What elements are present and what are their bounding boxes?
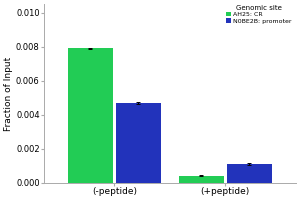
Legend: AH25: CR, N0BE2B: promoter: AH25: CR, N0BE2B: promoter [225, 4, 293, 25]
Y-axis label: Fraction of Input: Fraction of Input [4, 56, 13, 131]
Bar [179, 176, 224, 183]
Bar [226, 164, 272, 183]
Bar [116, 103, 161, 183]
Bar [68, 48, 113, 183]
